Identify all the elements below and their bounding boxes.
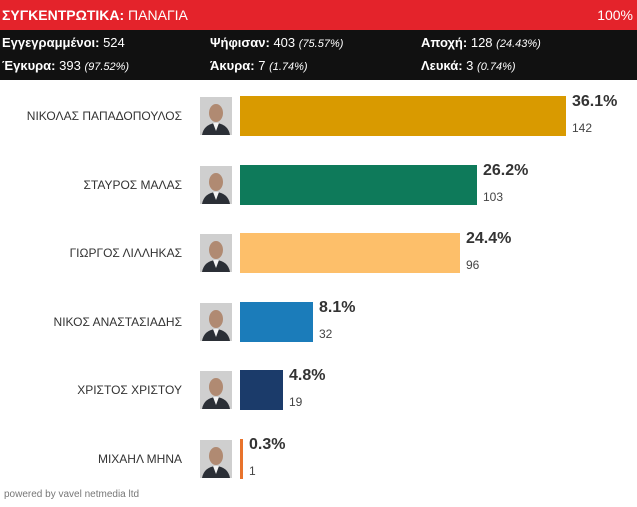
candidate-name: ΝΙΚΟΛΑΣ ΠΑΠΑΔΟΠΟΥΛΟΣ [26,109,182,123]
stat-voted: Ψήφισαν: 403 (75.57%) [210,35,343,50]
percent-label: 26.2% [483,162,529,179]
stat-voted-pct: (75.57%) [298,38,344,50]
percent-label: 4.8% [289,367,326,384]
footer-credit: powered by vavel netmedia ltd [4,489,140,500]
candidate-photo [200,166,232,204]
stat-valid: Έγκυρα: 393 (97.52%) [2,58,129,73]
vote-count: 142 [572,121,593,135]
stat-invalid-value: 7 [258,58,266,73]
vote-count: 32 [319,327,333,341]
stat-voted-value: 403 [273,35,296,50]
percent-label: 24.4% [466,230,512,247]
header-bar: ΣΥΓΚΕΝΤΡΩΤΙΚΑ: ΠΑΝΑΓΙΑ 100% [0,0,637,30]
stat-valid-label: Έγκυρα: [2,58,56,73]
stat-blank-label: Λευκά: [421,58,463,73]
stat-abstention-value: 128 [470,35,493,50]
header-title-prefix: ΣΥΓΚΕΝΤΡΩΤΙΚΑ: [2,7,125,23]
candidate-name: ΓΙΩΡΓΟΣ ΛΙΛΛΗΚΑΣ [69,246,182,260]
percent-label: 8.1% [319,299,356,316]
result-bar [240,96,566,136]
candidate-name: ΣΤΑΥΡΟΣ ΜΑΛΑΣ [83,178,182,192]
result-bar [240,370,283,410]
completion-percent: 100% [597,7,633,23]
candidate-photo [200,234,232,272]
stats-panel: Εγγεγραμμένοι: 524 Ψήφισαν: 403 (75.57%)… [0,30,637,80]
header-title: ΣΥΓΚΕΝΤΡΩΤΙΚΑ: ΠΑΝΑΓΙΑ [2,7,188,23]
stat-blank: Λευκά: 3 (0.74%) [421,58,516,73]
result-bar [240,439,243,479]
vote-count: 96 [466,258,480,272]
stat-voted-label: Ψήφισαν: [210,35,270,50]
stat-blank-value: 3 [466,58,474,73]
vote-count: 103 [483,190,504,204]
stat-abstention: Αποχή: 128 (24.43%) [421,35,541,50]
candidate-photo [200,97,232,135]
candidate-name: ΜΙΧΑΗΛ ΜΗΝΑ [97,452,182,466]
percent-label: 0.3% [249,436,286,453]
result-bar [240,233,460,273]
result-bar [240,165,477,205]
stat-invalid-pct: (1.74%) [269,61,308,73]
stat-blank-pct: (0.74%) [477,61,516,73]
stat-registered-label: Εγγεγραμμένοι: [2,35,100,50]
stat-abstention-pct: (24.43%) [496,38,541,50]
candidate-name: ΧΡΙΣΤΟΣ ΧΡΙΣΤΟΥ [77,383,182,397]
candidate-photo [200,303,232,341]
stat-registered: Εγγεγραμμένοι: 524 [2,35,125,50]
candidate-photo [200,440,232,478]
stat-registered-value: 524 [103,35,125,50]
result-bar [240,302,313,342]
stat-abstention-label: Αποχή: [421,35,468,50]
candidate-name: ΝΙΚΟΣ ΑΝΑΣΤΑΣΙΑΔΗΣ [53,315,182,329]
vote-count: 19 [289,395,303,409]
stat-valid-value: 393 [59,58,81,73]
header-title-place: ΠΑΝΑΓΙΑ [128,7,188,23]
candidate-photo [200,371,232,409]
percent-label: 36.1% [572,93,618,110]
stat-valid-pct: (97.52%) [84,61,130,73]
stat-invalid-label: Άκυρα: [210,58,255,73]
vote-count: 1 [249,464,256,478]
stat-invalid: Άκυρα: 7 (1.74%) [210,58,308,73]
